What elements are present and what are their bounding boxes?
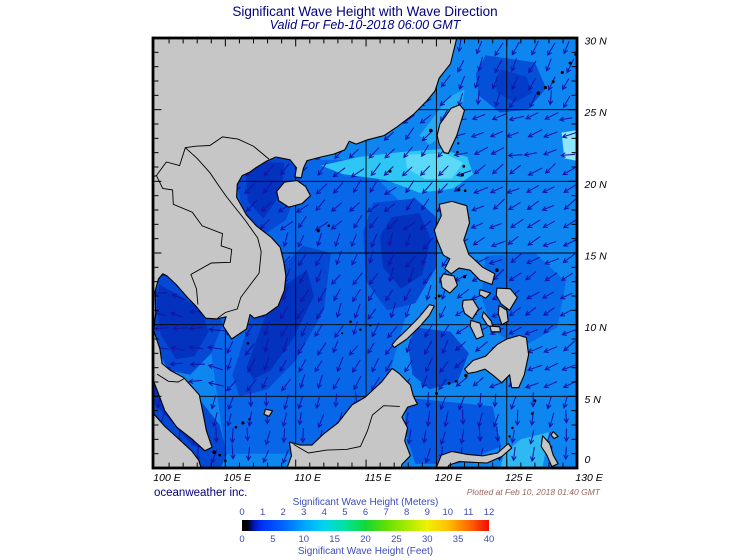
map-layers — [153, 38, 577, 468]
oceanweather-credit: oceanweather inc. — [154, 487, 248, 499]
lon-label: 100 E — [153, 472, 181, 484]
lat-label: 15 N — [585, 251, 608, 263]
lon-label: 125 E — [505, 472, 533, 484]
colorbar-meters-tick: 8 — [404, 507, 410, 518]
colorbar-meters-tick: 6 — [362, 507, 369, 518]
valid-time-subtitle: Valid For Feb-10-2018 06:00 GMT — [269, 18, 461, 32]
lat-label: 10 N — [585, 322, 608, 334]
colorbar-gradient — [242, 520, 489, 531]
land-layer — [153, 38, 559, 468]
lat-label: 25 N — [584, 107, 608, 119]
colorbar-feet-tick: 0 — [239, 534, 245, 545]
lat-label: 0 — [585, 454, 591, 466]
axis-labels: 100 E 105 E 110 E 115 E 120 E 125 E 130 E 30 N 2… — [153, 36, 607, 485]
colorbar-feet-tick: 25 — [391, 534, 402, 545]
colorbar-meters-tick: 5 — [342, 507, 348, 518]
colorbar-feet-tick: 20 — [360, 534, 371, 545]
colorbar-meters-tick: 0 — [239, 507, 245, 518]
axis-ticks — [154, 39, 576, 467]
colorbar-meters-tick: 2 — [280, 507, 286, 518]
colorbar-feet-tick: 5 — [270, 534, 276, 545]
lat-label: 20 N — [584, 179, 608, 191]
page-title: Significant Wave Height with Wave Direct… — [232, 4, 498, 19]
lon-label: 130 E — [575, 472, 603, 484]
colorbar-feet-tick: 35 — [452, 534, 464, 545]
lon-label: 105 E — [224, 472, 252, 484]
lat-label: 5 N — [585, 394, 602, 406]
lon-label: 115 E — [365, 472, 393, 484]
colorbar-feet-tick: 15 — [329, 534, 340, 545]
colorbar-meters-tick: 4 — [321, 507, 327, 518]
colorbar-meters-title: Significant Wave Height (Meters) — [292, 497, 439, 508]
small-islands-layer — [212, 53, 577, 463]
lon-label: 120 E — [435, 472, 463, 484]
map-frame — [151, 36, 579, 470]
colorbar-feet-tick: 30 — [422, 534, 433, 545]
lat-label: 30 N — [585, 36, 608, 48]
colorbar-meters-tick: 1 — [259, 507, 266, 518]
country-borders-layer — [153, 136, 400, 454]
colorbar-meters-tick: 3 — [301, 507, 307, 518]
colorbar-meters-tick: 7 — [383, 507, 389, 518]
colorbar-meters-tick: 9 — [424, 507, 430, 518]
colorbar-meters-tick: 12 — [483, 507, 495, 518]
colorbar-meters-tick: 10 — [442, 507, 454, 518]
colorbar-feet-tick: 40 — [483, 534, 495, 545]
colorbar-meters-tick: 11 — [463, 507, 474, 518]
colorbar-feet-title: Significant Wave Height (Feet) — [297, 546, 434, 557]
colorbar-feet-tick: 10 — [298, 534, 310, 545]
lon-label: 110 E — [294, 472, 322, 484]
plotted-timestamp: Plotted at Feb 10, 2018 01:40 GMT — [466, 487, 600, 497]
header: Significant Wave Height with Wave Direct… — [153, 5, 577, 32]
